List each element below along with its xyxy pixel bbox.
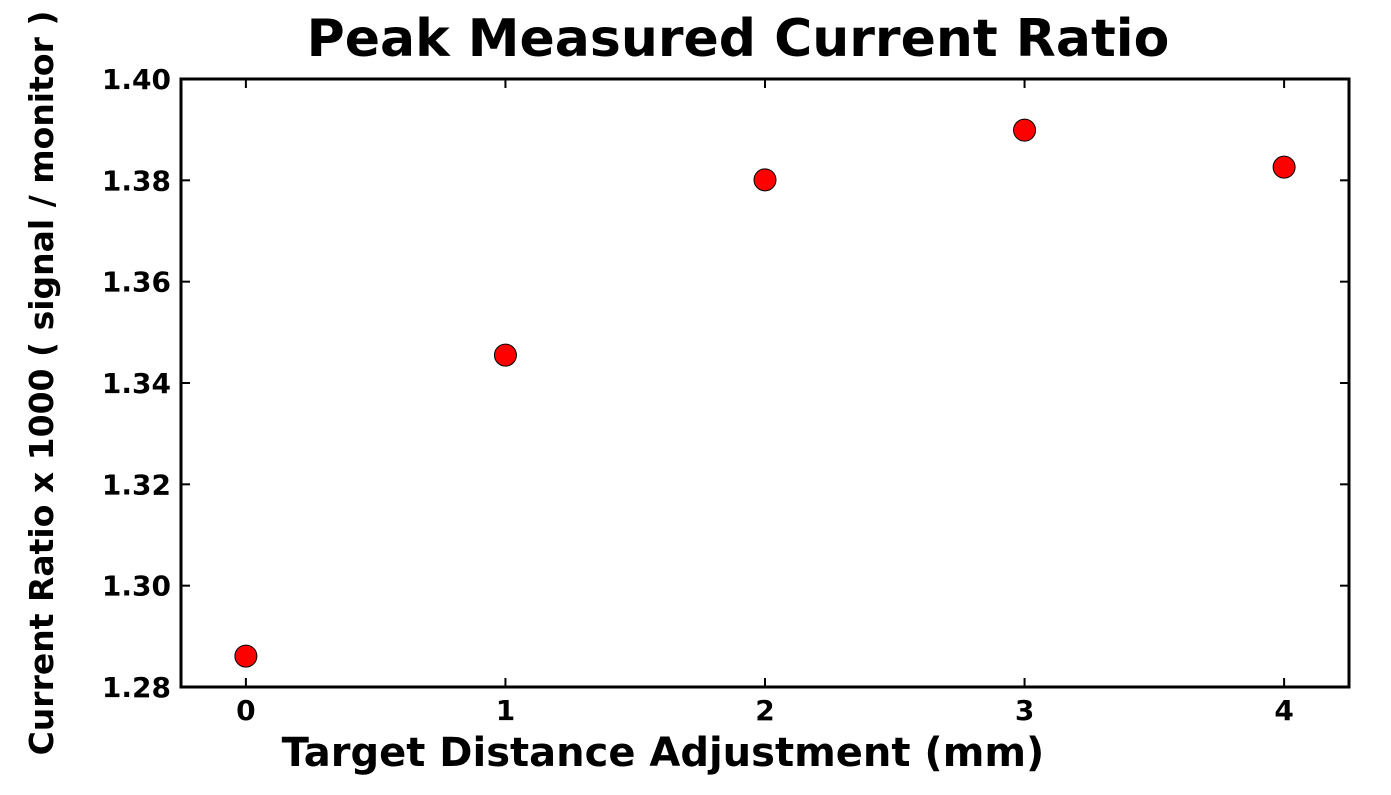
x-tick-label: 1	[496, 694, 515, 727]
y-tick-label: 1.38	[102, 164, 171, 197]
plot-frame	[179, 77, 1351, 689]
point	[1013, 118, 1037, 142]
x-tick-label: 2	[755, 694, 774, 727]
x-tick-label: 4	[1274, 694, 1293, 727]
y-tick-label: 1.34	[102, 367, 171, 400]
point	[1272, 155, 1296, 179]
point	[753, 168, 777, 192]
x-axis-label: Target Distance Adjustment (mm)	[282, 730, 1045, 776]
point	[234, 644, 258, 668]
point	[493, 343, 517, 367]
y-axis-label: Current Ratio x 1000 ( signal / monitor …	[22, 11, 61, 756]
chart-title: Peak Measured Current Ratio	[307, 9, 1170, 69]
y-tick-label: 1.40	[102, 63, 171, 96]
y-tick-label: 1.28	[102, 671, 171, 704]
y-tick-label: 1.32	[102, 468, 171, 501]
x-tick-label: 3	[1015, 694, 1034, 727]
x-tick-label: 0	[236, 694, 255, 727]
y-tick-label: 1.30	[102, 570, 171, 603]
y-tick-label: 1.36	[102, 266, 171, 299]
